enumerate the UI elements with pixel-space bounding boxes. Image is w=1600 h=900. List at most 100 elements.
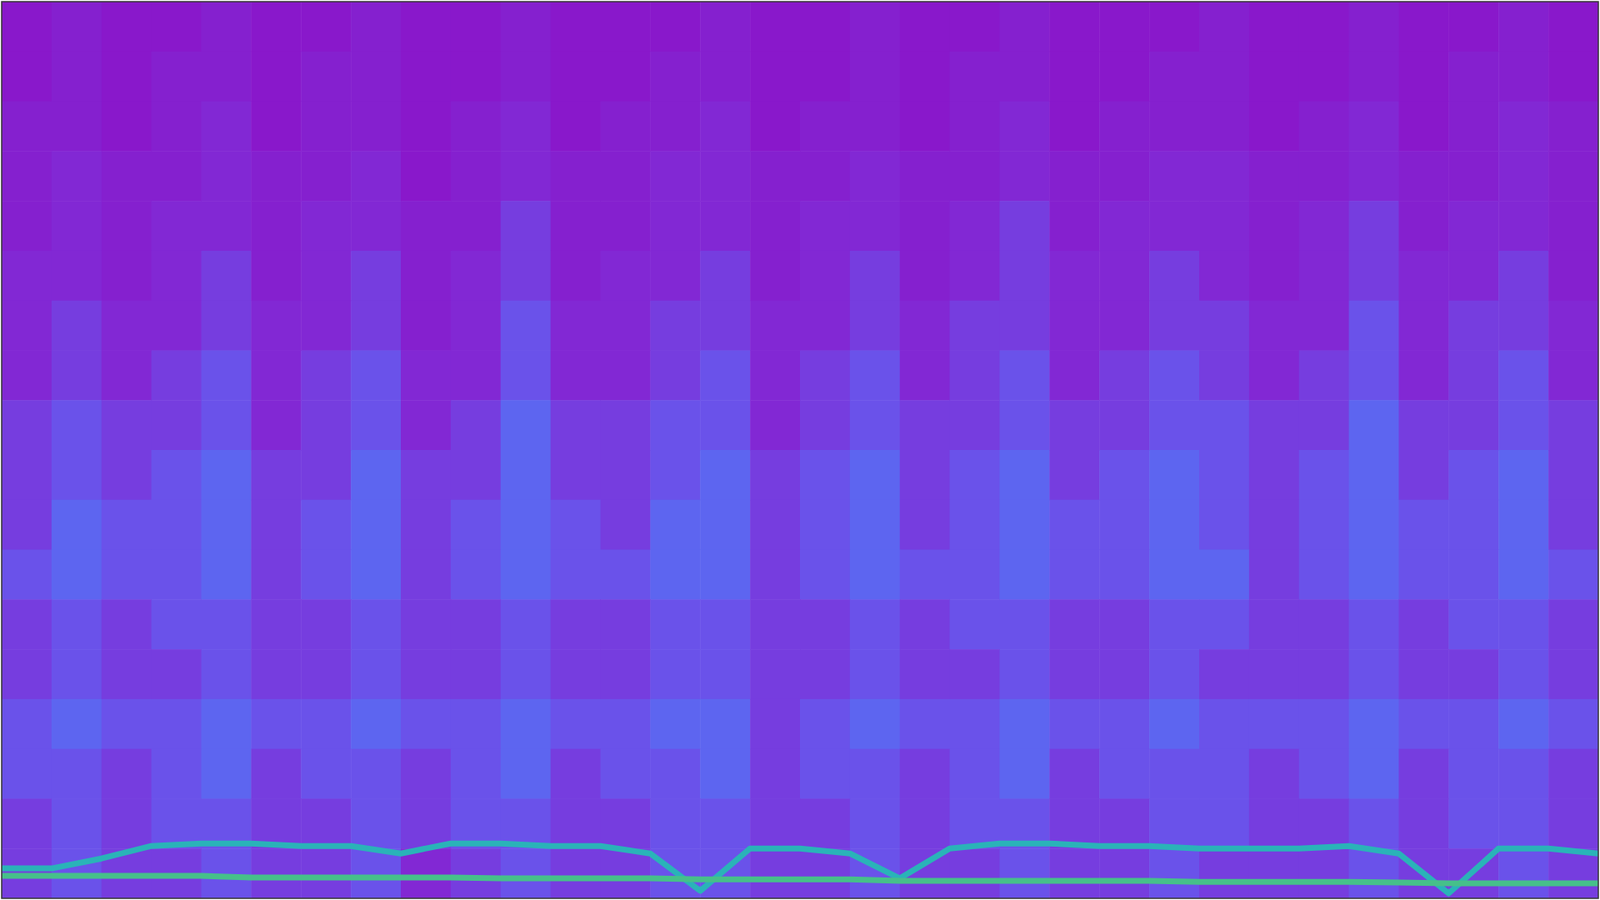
heatmap-cell — [950, 350, 1000, 400]
heatmap-cell — [550, 101, 601, 152]
heatmap-cell — [1, 599, 52, 650]
heatmap-cell — [450, 848, 501, 899]
heatmap-cell — [250, 250, 301, 301]
heatmap-cell — [1049, 848, 1100, 899]
heatmap-cell — [250, 749, 301, 800]
heatmap-cell — [400, 798, 451, 849]
heatmap-cell — [101, 450, 152, 500]
heatmap-cell — [1249, 200, 1300, 251]
heatmap-cell — [1199, 350, 1250, 400]
heatmap-cell — [1249, 150, 1300, 201]
heatmap-cell — [350, 51, 401, 102]
heatmap-cell — [101, 500, 152, 550]
heatmap-cell — [1548, 300, 1599, 351]
heatmap-cell — [1199, 300, 1250, 351]
heatmap-cell — [1199, 400, 1250, 450]
heatmap-cell — [1000, 200, 1050, 251]
heatmap-cell — [800, 150, 850, 201]
heatmap-cell — [1448, 798, 1499, 849]
heatmap-cell — [750, 300, 800, 351]
heatmap-cell — [900, 450, 950, 500]
heatmap-cell — [1349, 200, 1400, 251]
heatmap-cell — [350, 599, 401, 650]
heatmap-cell — [1349, 500, 1400, 550]
heatmap-cell — [1548, 500, 1599, 550]
heatmap-cell — [600, 51, 651, 102]
heatmap-cell — [800, 699, 850, 750]
heatmap-cell — [1199, 699, 1250, 750]
heatmap-cell — [500, 699, 551, 750]
heatmap-cell — [1049, 550, 1100, 600]
heatmap-cell — [350, 550, 401, 600]
heatmap-cell — [1000, 599, 1050, 650]
heatmap-cell — [650, 550, 700, 600]
heatmap-cell — [1299, 749, 1350, 800]
heatmap-cell — [201, 550, 252, 600]
heatmap-cell — [300, 599, 351, 650]
heatmap-cell — [1, 500, 52, 550]
heatmap-cell — [1199, 450, 1250, 500]
heatmap-cell — [950, 649, 1000, 700]
heatmap-cell — [1349, 250, 1400, 301]
heatmap-cell — [51, 798, 102, 849]
heatmap-cell — [250, 848, 301, 899]
heatmap-cell — [650, 649, 700, 700]
heatmap-cell — [500, 848, 551, 899]
heatmap-cell — [1299, 500, 1350, 550]
heatmap-cell — [400, 200, 451, 251]
heatmap-cell — [300, 749, 351, 800]
heatmap-cell — [250, 550, 301, 600]
heatmap-cell — [750, 1, 800, 52]
heatmap-cell — [300, 350, 351, 400]
heatmap-cell — [900, 150, 950, 201]
heatmap-cell — [1349, 550, 1400, 600]
heatmap-cell — [450, 599, 501, 650]
heatmap-cell — [400, 250, 451, 301]
heatmap-cell — [1149, 599, 1200, 650]
heatmap-cell — [450, 150, 501, 201]
heatmap-cell — [1249, 848, 1300, 899]
heatmap-cell — [1448, 500, 1499, 550]
heatmap-cell — [1099, 300, 1150, 351]
heatmap-cell — [250, 500, 301, 550]
heatmap-cell — [700, 150, 750, 201]
heatmap-cell — [101, 350, 152, 400]
heatmap-cell — [350, 1, 401, 52]
heatmap-cell — [151, 350, 202, 400]
heatmap-cell — [750, 848, 800, 899]
heatmap-cell — [201, 350, 252, 400]
heatmap-cell — [1, 1, 52, 52]
heatmap-cell — [850, 200, 900, 251]
heatmap-cell — [1099, 749, 1150, 800]
heatmap-cell — [950, 749, 1000, 800]
heatmap-cell — [650, 400, 700, 450]
heatmap-cell — [1249, 400, 1300, 450]
heatmap-cell — [1299, 300, 1350, 351]
heatmap-cell — [1498, 51, 1549, 102]
heatmap-cell — [1399, 749, 1450, 800]
heatmap-cell — [1000, 450, 1050, 500]
heatmap-cell — [1199, 101, 1250, 152]
heatmap-cell — [250, 101, 301, 152]
heatmap-cell — [800, 848, 850, 899]
heatmap-cell — [1548, 150, 1599, 201]
heatmap-cell — [1149, 848, 1200, 899]
heatmap-cell — [1049, 699, 1100, 750]
heatmap-cell — [250, 300, 301, 351]
heatmap-cell — [750, 150, 800, 201]
heatmap-cell — [1249, 599, 1300, 650]
heatmap-cell — [1049, 599, 1100, 650]
heatmap-cell — [850, 300, 900, 351]
heatmap-cell — [1, 350, 52, 400]
heatmap-cell — [151, 51, 202, 102]
heatmap-cell — [151, 250, 202, 301]
heatmap-cell — [1498, 1, 1549, 52]
heatmap-cell — [1399, 300, 1450, 351]
heatmap-cell — [450, 51, 501, 102]
heatmap-cell — [600, 150, 651, 201]
heatmap-cell — [750, 500, 800, 550]
heatmap-cell — [1498, 300, 1549, 351]
heatmap-cell — [850, 550, 900, 600]
heatmap-cell — [700, 400, 750, 450]
line-series — [1, 875, 1599, 884]
